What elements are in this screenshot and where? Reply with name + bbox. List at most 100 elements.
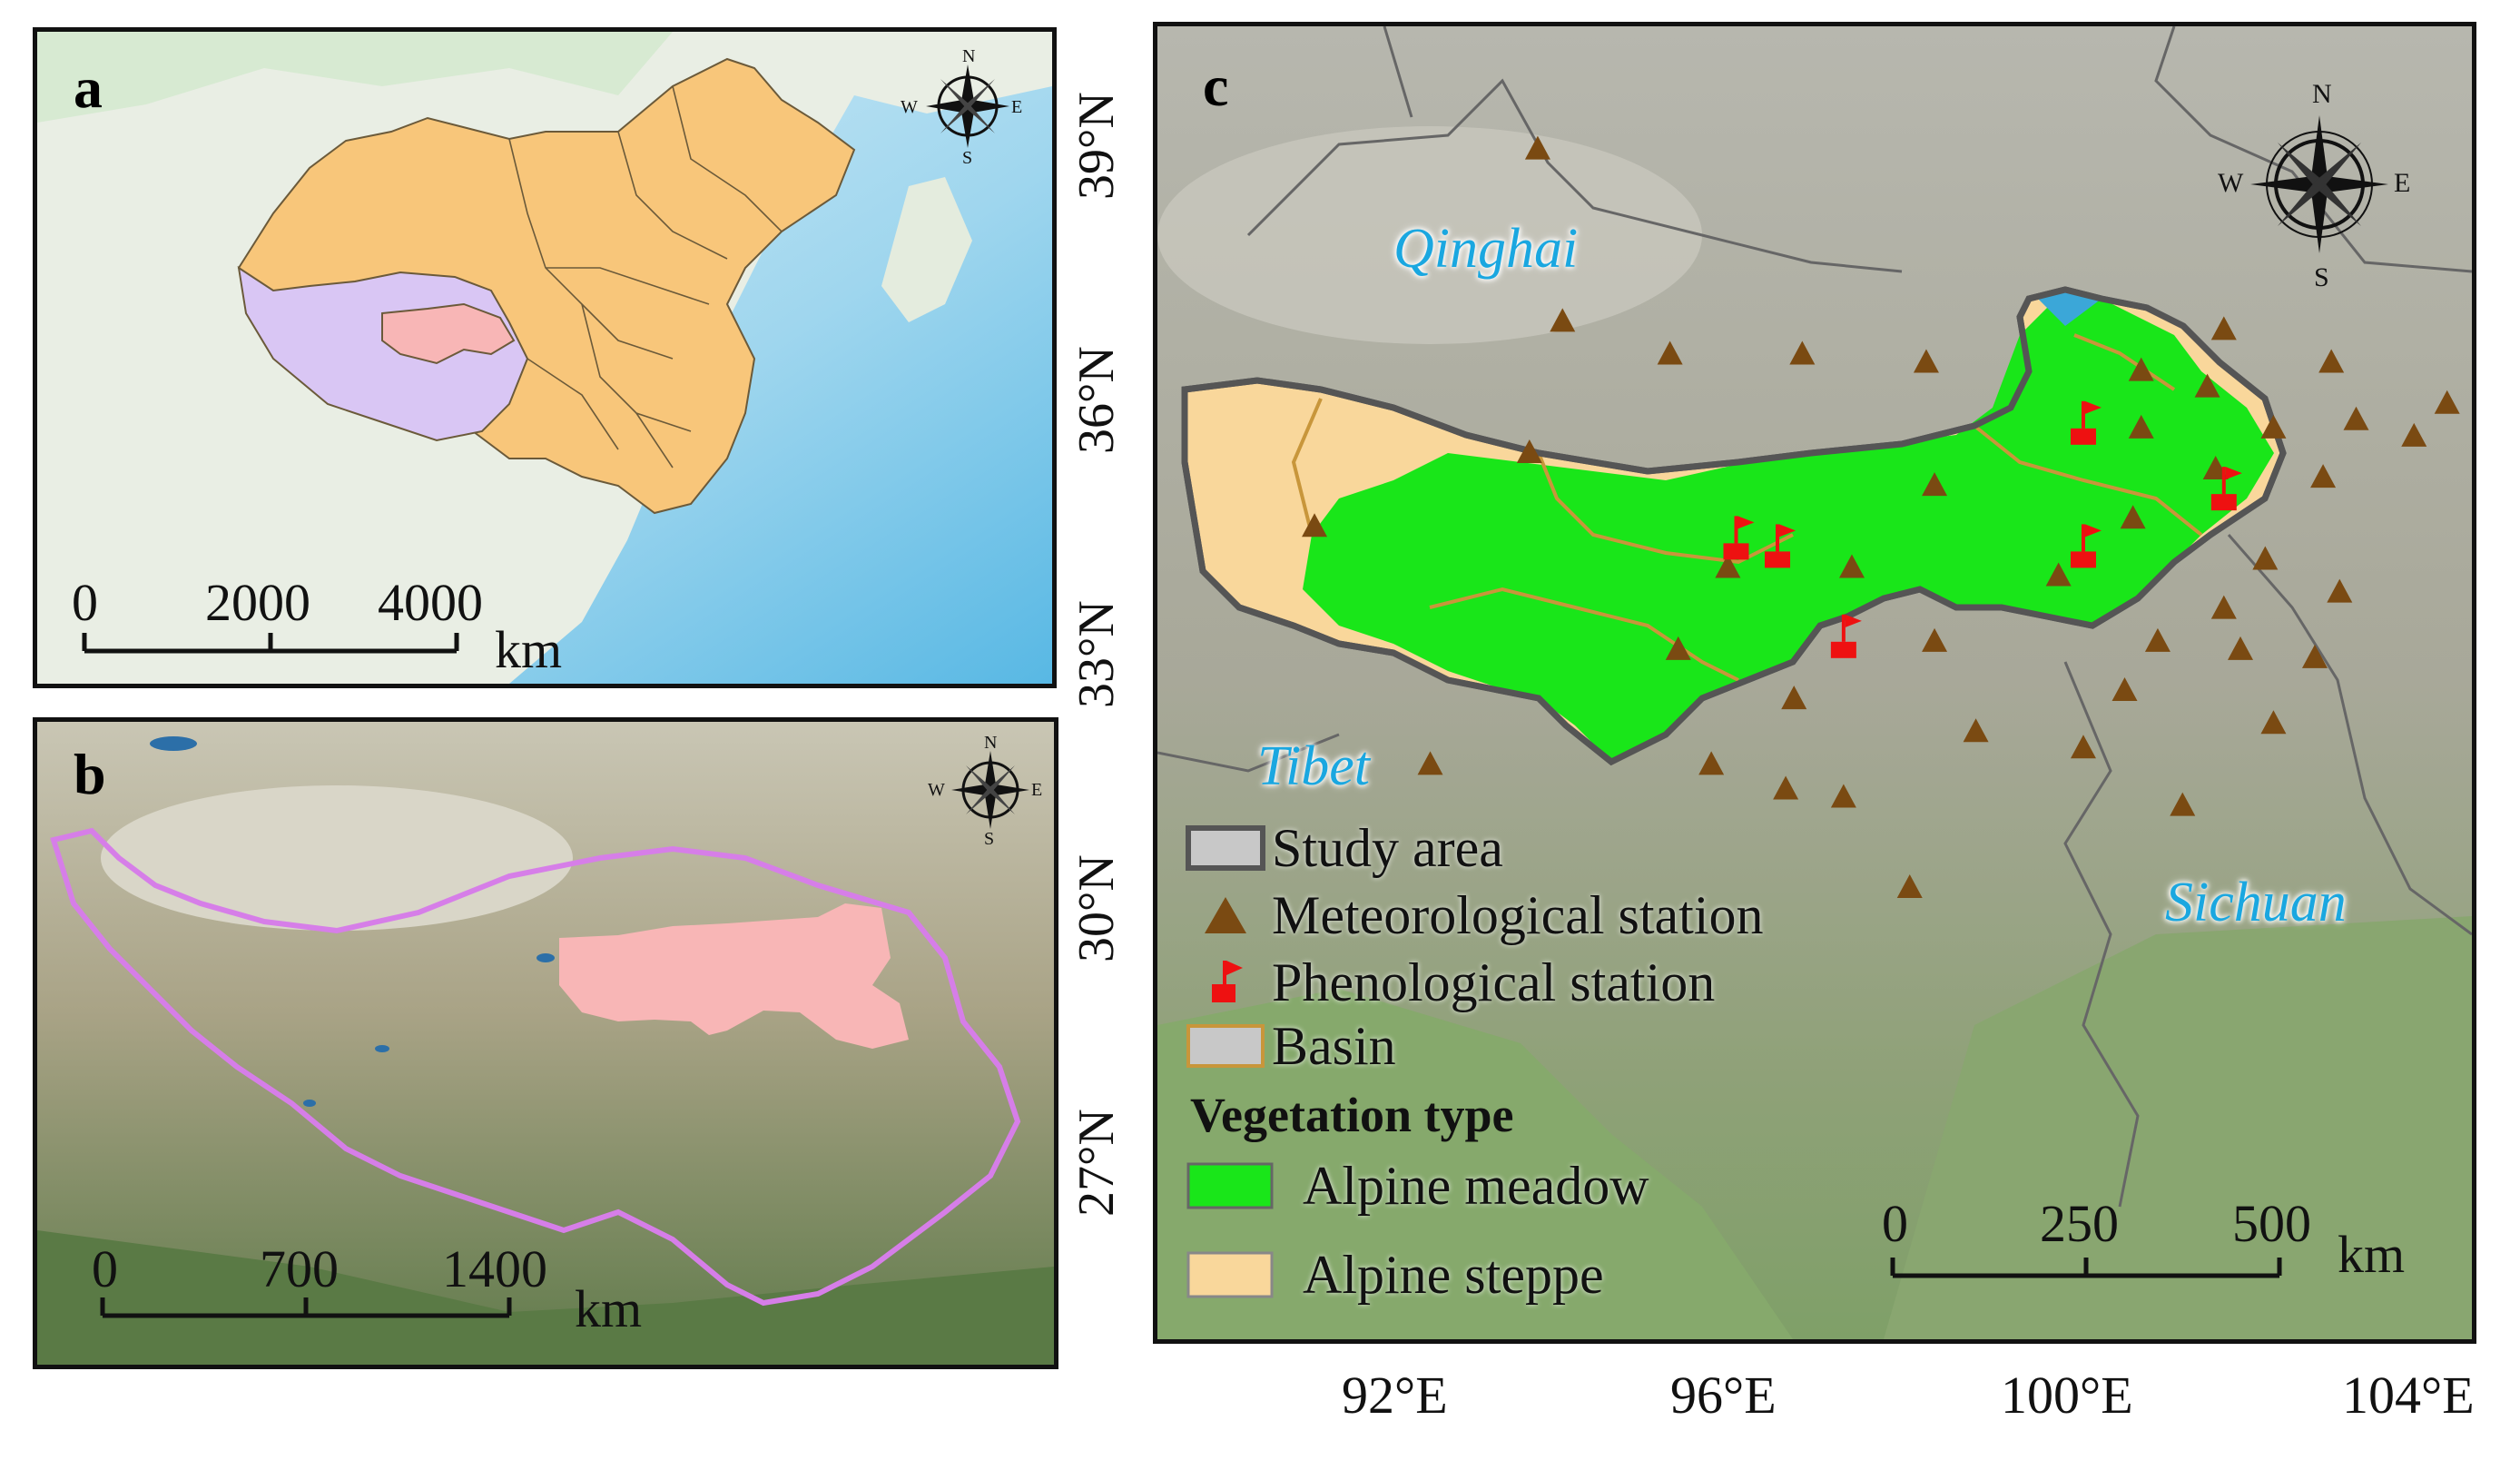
panel-a-china-map: a N S E W 0 2000 4000 km	[33, 27, 1057, 688]
meteorological-station-marker	[2128, 414, 2154, 439]
scale-b-tick-0: 0	[92, 1239, 118, 1298]
scale-a-tick-1: 2000	[205, 573, 310, 632]
meteorological-station-marker	[1698, 751, 1725, 775]
legend-meteorological-station: Meteorological station	[1185, 883, 1764, 947]
meteorological-station-marker	[2260, 414, 2287, 439]
scale-b-unit: km	[575, 1279, 643, 1338]
meteorological-station-marker	[1913, 349, 1939, 373]
meteorological-station-marker	[2194, 373, 2220, 398]
north-arrow-icon: N S E W	[901, 46, 1023, 168]
meteorological-station-marker	[2228, 636, 2254, 660]
lon-label-104e: 104°E	[2342, 1366, 2475, 1425]
scale-a-tick-0: 0	[72, 573, 98, 632]
panel-c-label: c	[1203, 54, 1229, 118]
triangle-icon	[1205, 897, 1246, 933]
meteorological-station-marker	[2318, 349, 2345, 373]
phenological-station-marker	[1830, 614, 1862, 658]
meteorological-station-marker	[2144, 627, 2171, 652]
meteorological-station-marker	[1657, 340, 1683, 365]
scale-c-tick-2: 500	[2232, 1194, 2311, 1253]
meteorological-station-marker	[1838, 554, 1865, 578]
panel-b-plateau-map: b N S E W 0 700 1400 km	[33, 717, 1058, 1369]
scale-a-tick-2: 4000	[378, 573, 483, 632]
meteorological-stations	[1302, 135, 2460, 898]
study-area-outline	[1181, 286, 2287, 766]
meteorological-station-marker	[2070, 735, 2096, 759]
meteorological-station-marker	[1922, 472, 1948, 497]
scale-bar-c	[1890, 1258, 2282, 1278]
meteorological-station-marker	[2260, 710, 2287, 735]
meteorological-station-marker	[1715, 554, 1741, 578]
scale-bar-a	[82, 633, 459, 654]
phenological-station-marker	[1765, 524, 1796, 568]
meteorological-station-marker	[1665, 636, 1691, 660]
basin-boundaries	[1291, 333, 2203, 682]
phenological-station-marker	[2210, 467, 2242, 511]
legend-phenological-station: Phenological station	[1185, 951, 1715, 1014]
meteorological-station-marker	[2252, 546, 2279, 570]
province-borders-c	[1157, 26, 2472, 1208]
scale-c-unit: km	[2338, 1225, 2406, 1284]
study-area-shape	[381, 302, 516, 365]
lat-label-27n: 27°N	[1068, 1109, 1125, 1217]
flag-icon	[1212, 961, 1243, 1002]
scale-b-tick-2: 1400	[442, 1239, 547, 1298]
scale-c-tick-1: 250	[2040, 1194, 2119, 1253]
lat-label-33n: 33°N	[1068, 600, 1125, 708]
japan-land	[881, 177, 972, 322]
lat-label-39n: 39°N	[1068, 92, 1125, 200]
scale-bar-b	[100, 1297, 512, 1318]
lat-label-36n: 36°N	[1068, 346, 1125, 454]
lon-label-92e: 92°E	[1342, 1366, 1448, 1425]
meteorological-station-marker	[1781, 686, 1807, 710]
scale-a-unit: km	[495, 620, 563, 679]
lat-label-30n: 30°N	[1068, 854, 1125, 962]
meteorological-station-marker	[1896, 873, 1923, 898]
meteorological-station-marker	[1963, 718, 1989, 743]
meteorological-station-marker	[2170, 792, 2196, 816]
meteorological-station-marker	[2120, 505, 2146, 529]
lowland-area	[37, 1230, 1054, 1365]
lowland-green	[1157, 989, 1793, 1339]
legend-vegetation-title: Vegetation type	[1190, 1088, 1514, 1142]
sichuan-basin-area	[1884, 916, 2472, 1339]
meteorological-station-marker	[1773, 775, 1799, 800]
meteorological-station-marker	[1417, 751, 1443, 775]
meteorological-station-marker	[2202, 456, 2229, 480]
meteorological-station-marker	[1830, 784, 1856, 808]
legend-basin: Basin	[1185, 1014, 1396, 1078]
panel-c-study-area-map: c N S E W Qinghai Tibet Sichuan Study ar…	[1153, 22, 2476, 1344]
legend-alpine-steppe: Alpine steppe	[1185, 1243, 1604, 1307]
phenological-station-marker	[2070, 400, 2102, 445]
meteorological-station-marker	[1516, 439, 1542, 463]
plateau-outline	[50, 827, 1021, 1307]
panel-a-label: a	[74, 55, 103, 120]
meteorological-station-marker	[2310, 464, 2337, 488]
study-area-shape-b	[559, 903, 909, 1049]
scale-b-tick-1: 700	[260, 1239, 339, 1298]
meteorological-station-marker	[2045, 562, 2072, 587]
scale-c-tick-0: 0	[1882, 1194, 1908, 1253]
meteorological-station-marker	[1550, 308, 1576, 332]
meteorological-station-marker	[2210, 595, 2237, 619]
phenological-stations	[1723, 400, 2242, 658]
phenological-station-marker	[2070, 524, 2102, 568]
meteorological-station-marker	[2301, 644, 2328, 668]
tarim-basin	[101, 785, 573, 931]
plateau-map-svg	[37, 722, 1054, 1365]
panel-b-label: b	[74, 742, 106, 806]
lon-label-96e: 96°E	[1670, 1366, 1777, 1425]
phenological-station-marker	[1723, 516, 1755, 560]
meteorological-station-marker	[2210, 316, 2237, 340]
china-map-svg	[37, 32, 1052, 684]
study-area-map-svg	[1157, 26, 2472, 1339]
northern-land	[37, 32, 673, 123]
meteorological-station-marker	[2434, 390, 2460, 414]
legend-study-area: Study area	[1185, 816, 1503, 880]
meteorological-station-marker	[1302, 513, 1328, 538]
meteorological-station-marker	[2343, 406, 2369, 430]
legend-alpine-meadow: Alpine meadow	[1185, 1154, 1649, 1218]
region-label-sichuan: Sichuan	[2165, 872, 2347, 933]
meteorological-station-marker	[2401, 422, 2427, 447]
lon-label-100e: 100°E	[2001, 1366, 2133, 1425]
